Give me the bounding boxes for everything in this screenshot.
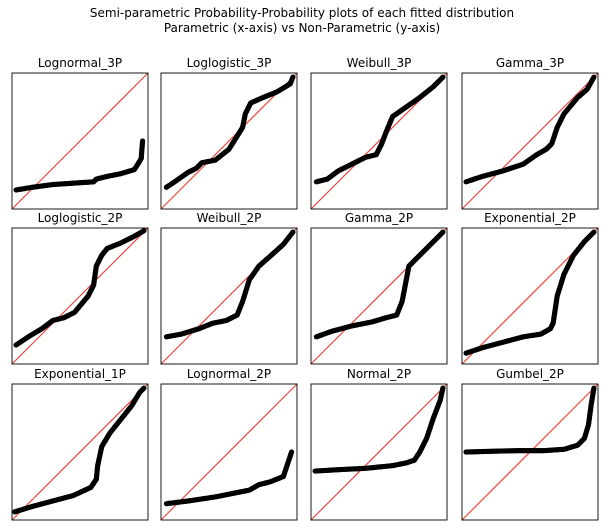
data-point xyxy=(290,74,296,80)
axes-frame xyxy=(310,72,448,210)
axes-frame xyxy=(461,227,599,365)
reference-line xyxy=(160,383,298,521)
scatter-series xyxy=(163,229,296,340)
subplot-title: Loglogistic_3P xyxy=(187,56,272,70)
scatter-series xyxy=(313,229,446,340)
subplot: Gumbel_2P xyxy=(461,367,599,521)
axes-frame xyxy=(310,383,448,521)
axes-frame xyxy=(160,227,298,365)
scatter-series xyxy=(312,385,446,474)
axes-frame xyxy=(160,383,298,521)
data-point xyxy=(290,229,296,235)
scatter-series xyxy=(163,74,296,190)
data-point xyxy=(139,138,146,144)
axes-frame xyxy=(461,383,599,521)
data-point xyxy=(440,229,446,235)
subplot: Weibull_3P xyxy=(310,56,448,210)
subplot: Normal_2P xyxy=(310,367,448,521)
data-point xyxy=(591,74,597,80)
axes-frame xyxy=(160,72,298,210)
reference-line xyxy=(461,72,599,210)
axes-frame xyxy=(461,72,599,210)
subplot: Lognormal_3P xyxy=(11,56,149,210)
subplot-title: Exponential_1P xyxy=(34,367,126,381)
scatter-series xyxy=(463,229,597,356)
subplot-title: Gamma_3P xyxy=(496,56,564,70)
reference-line xyxy=(11,383,149,521)
subplot: Loglogistic_3P xyxy=(160,56,298,210)
reference-line xyxy=(11,227,149,365)
scatter-series xyxy=(12,385,147,515)
axes-frame xyxy=(11,383,149,521)
subplot-title: Gumbel_2P xyxy=(496,367,564,381)
subplot-title: Weibull_3P xyxy=(347,56,412,70)
subplot: Lognormal_2P xyxy=(160,367,298,521)
subplot-title: Loglogistic_2P xyxy=(38,211,123,225)
axes-frame xyxy=(11,72,149,210)
data-point xyxy=(288,449,295,455)
scatter-series xyxy=(163,449,295,507)
subplot-title: Lognormal_2P xyxy=(187,367,271,381)
subplot: Gamma_2P xyxy=(310,211,448,365)
scatter-series xyxy=(463,74,597,185)
subplot: Exponential_1P xyxy=(11,367,149,521)
subplot: Exponential_2P xyxy=(461,211,599,365)
scatter-series xyxy=(463,385,597,455)
subplot-title: Gamma_2P xyxy=(345,211,413,225)
data-point xyxy=(440,74,446,80)
figure-title: Semi-parametric Probability-Probability … xyxy=(89,6,515,20)
subplot-title: Normal_2P xyxy=(347,367,411,381)
axes-frame xyxy=(11,227,149,365)
scatter-series xyxy=(13,138,146,193)
data-point xyxy=(141,385,147,391)
axes-frame xyxy=(310,227,448,365)
data-point xyxy=(141,228,147,234)
subplot-title: Lognormal_3P xyxy=(38,56,122,70)
reference-line xyxy=(310,383,448,521)
data-point xyxy=(440,385,446,391)
subplot: Gamma_3P xyxy=(461,56,599,210)
scatter-series xyxy=(313,74,446,185)
subplot: Weibull_2P xyxy=(160,211,298,365)
data-point xyxy=(591,385,597,391)
scatter-series xyxy=(13,228,147,348)
figure-subtitle: Parametric (x-axis) vs Non-Parametric (y… xyxy=(163,21,441,35)
subplot-title: Weibull_2P xyxy=(197,211,262,225)
data-point xyxy=(591,229,597,235)
subplot-title: Exponential_2P xyxy=(484,211,576,225)
subplot: Loglogistic_2P xyxy=(11,211,149,365)
